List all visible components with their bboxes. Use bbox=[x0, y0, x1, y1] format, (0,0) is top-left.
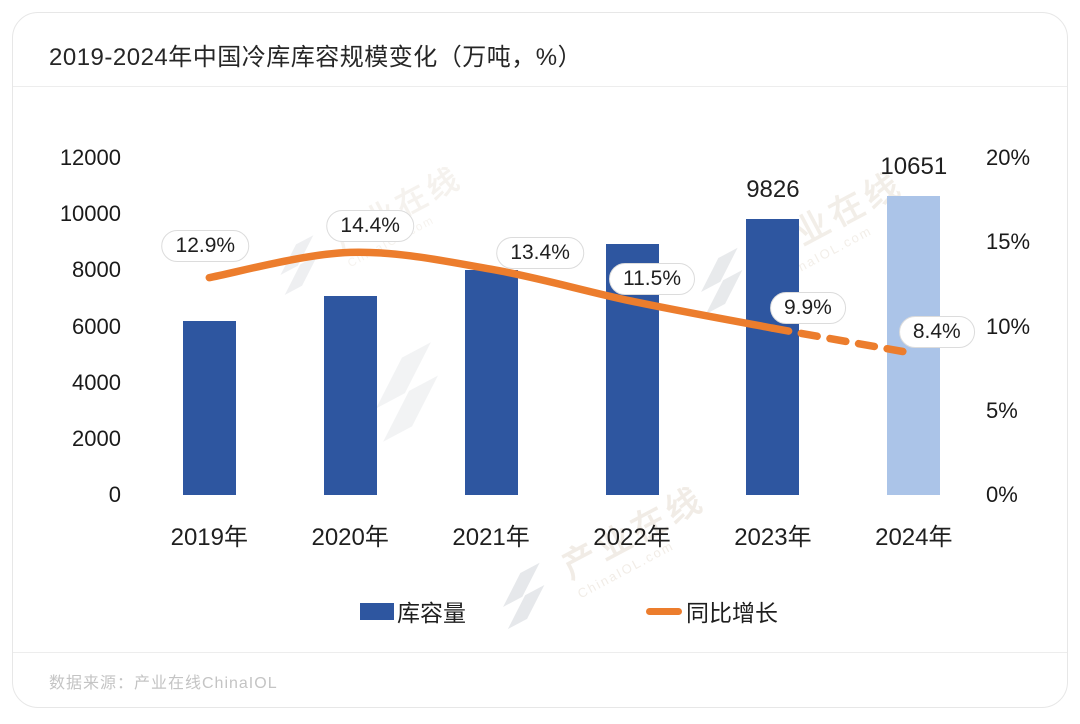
x-axis-label: 2021年 bbox=[452, 524, 530, 551]
x-axis-label: 2019年 bbox=[170, 524, 248, 551]
growth-label-pill: 9.9% bbox=[769, 292, 846, 325]
source-note: 数据来源：产业在线ChinaIOL bbox=[49, 675, 278, 692]
bar-2021年 bbox=[464, 269, 518, 495]
left-axis-tick: 6000 bbox=[72, 313, 121, 339]
title-divider bbox=[13, 86, 1067, 87]
left-axis-tick: 10000 bbox=[59, 201, 121, 227]
x-axis-label: 2020年 bbox=[311, 524, 389, 551]
growth-line-forecast bbox=[769, 324, 918, 358]
bar-value-label: 10651 bbox=[880, 152, 948, 180]
bar-2023年 bbox=[746, 219, 800, 495]
left-axis-tick: 2000 bbox=[72, 425, 121, 451]
right-axis-tick: 15% bbox=[986, 229, 1031, 255]
legend-item-growth: 同比增长 bbox=[646, 596, 778, 626]
page-title: 2019-2024年中国冷库库容规模变化（万吨，%） bbox=[49, 44, 583, 71]
legend-label-capacity: 库容量 bbox=[397, 600, 466, 626]
legend: 库容量 同比增长 bbox=[13, 596, 1067, 626]
growth-label-pill: 12.9% bbox=[161, 229, 250, 262]
left-axis-tick: 4000 bbox=[72, 369, 121, 395]
legend-label-growth: 同比增长 bbox=[686, 600, 778, 626]
x-axis-label: 2023年 bbox=[734, 524, 812, 551]
left-axis-tick: 8000 bbox=[72, 257, 121, 283]
right-axis-tick: 0% bbox=[986, 482, 1018, 507]
bar-2019年 bbox=[182, 321, 236, 495]
right-axis-tick: 5% bbox=[986, 397, 1018, 423]
growth-line-svg bbox=[205, 248, 918, 358]
bar-2020年 bbox=[323, 296, 377, 495]
growth-label-pill: 8.4% bbox=[898, 316, 975, 349]
legend-bar-swatch bbox=[360, 602, 394, 620]
legend-item-capacity: 库容量 bbox=[360, 596, 466, 626]
plot-area: 12000 10000 8000 6000 4000 2000 0 20% 15% 10% 5% 0%… bbox=[13, 13, 1067, 707]
chart-card: 2019-2024年中国冷库库容规模变化（万吨，%） 12000 10000 800… bbox=[12, 12, 1068, 708]
left-axis-tick: 0 bbox=[108, 482, 121, 508]
x-axis-label: 2024年 bbox=[875, 524, 953, 551]
legend-line-swatch bbox=[646, 607, 682, 615]
growth-label-pill: 11.5% bbox=[609, 263, 695, 296]
right-axis-tick: 10% bbox=[986, 313, 1031, 339]
growth-label-pill: 13.4% bbox=[496, 237, 584, 270]
bar-value-label: 9826 bbox=[746, 176, 800, 204]
right-axis-tick: 20% bbox=[986, 145, 1031, 170]
footer-divider bbox=[13, 652, 1067, 653]
growth-line bbox=[205, 248, 777, 332]
left-axis-tick: 12000 bbox=[59, 145, 121, 170]
x-axis-label: 2022年 bbox=[593, 524, 671, 551]
growth-label-pill: 14.4% bbox=[326, 210, 414, 243]
